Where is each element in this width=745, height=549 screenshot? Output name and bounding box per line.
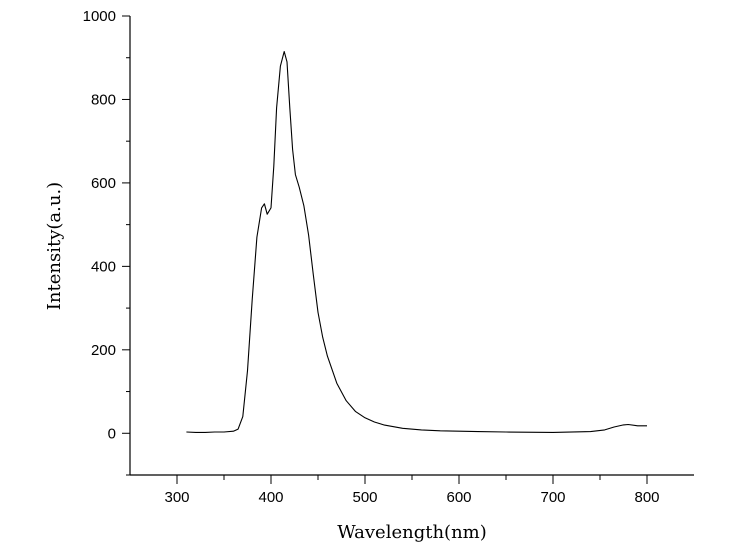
x-tick-label: 800: [634, 489, 659, 506]
y-tick-label: 600: [91, 175, 116, 192]
y-tick-label: 0: [108, 425, 116, 442]
x-tick-label: 500: [352, 489, 377, 506]
y-tick-label: 1000: [83, 8, 116, 25]
axes: [129, 16, 694, 476]
x-tick-label: 600: [446, 489, 471, 506]
y-tick-label: 400: [91, 258, 116, 275]
y-tick-label: 800: [91, 91, 116, 108]
spectrum-line: [186, 50, 647, 433]
x-tick-label: 700: [540, 489, 565, 506]
y-axis-title: Intensity(a.u.): [44, 182, 65, 310]
y-tick-label: 200: [91, 342, 116, 359]
y-ticks: 0 200 400 600 800 1000: [83, 8, 130, 476]
x-tick-label: 300: [164, 489, 189, 506]
x-ticks: 300 400 500 600 700 800: [164, 475, 660, 506]
x-tick-label: 400: [258, 489, 283, 506]
x-axis-title: Wavelength(nm): [337, 522, 487, 543]
